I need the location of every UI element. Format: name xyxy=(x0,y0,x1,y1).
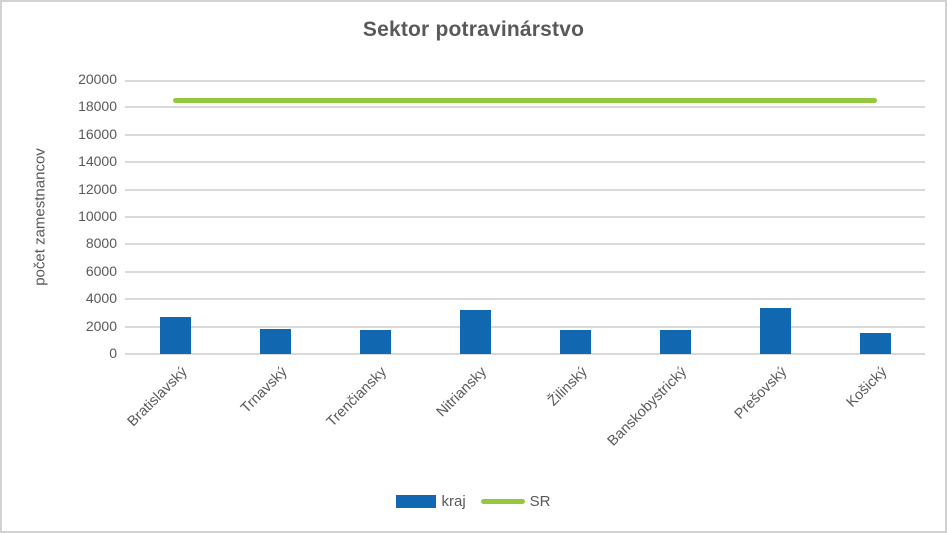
gridline xyxy=(125,243,925,246)
gridline xyxy=(125,161,925,164)
y-tick-label: 4000 xyxy=(85,290,117,307)
y-tick-label: 6000 xyxy=(85,262,117,279)
x-category-label: Košický xyxy=(843,364,891,411)
gridline xyxy=(125,216,925,218)
x-category-label: Trenčiansky xyxy=(324,364,391,431)
gridline xyxy=(125,188,925,191)
legend-item-sr: SR xyxy=(480,493,551,510)
legend-label-sr: SR xyxy=(529,493,551,510)
bar-nitriansky xyxy=(459,310,491,354)
gridline xyxy=(125,298,925,301)
x-category-label: Bratislavský xyxy=(124,364,191,431)
y-tick-label: 12000 xyxy=(78,180,117,197)
x-category-label: Prešovský xyxy=(731,364,791,423)
bar-banskobystrický xyxy=(659,330,691,354)
gridline xyxy=(125,133,925,136)
bar-prešovský xyxy=(759,308,791,354)
gridline xyxy=(125,353,925,355)
sr-reference-line xyxy=(173,98,877,104)
chart-title: Sektor potravinárstvo xyxy=(362,18,585,41)
y-tick-label: 8000 xyxy=(85,235,117,252)
bar-trenčiansky xyxy=(359,330,391,354)
legend-label-kraj: kraj xyxy=(441,493,466,510)
gridline xyxy=(125,325,925,328)
gridline xyxy=(125,270,925,273)
bar-žilinský xyxy=(559,330,591,354)
y-tick-label: 2000 xyxy=(85,317,117,334)
bar-bratislavský xyxy=(159,317,191,354)
x-category-label: Žilinský xyxy=(544,364,591,410)
plot-area xyxy=(125,80,925,355)
sr-series-swatch-icon xyxy=(480,499,525,504)
y-tick-label: 18000 xyxy=(78,98,117,115)
y-tick-label: 0 xyxy=(109,345,117,361)
legend-item-kraj: kraj xyxy=(396,493,466,510)
kraj-series-swatch-icon xyxy=(396,495,437,508)
x-category-label: Trnavský xyxy=(237,364,291,417)
y-tick-label: 10000 xyxy=(78,208,117,224)
y-tick-label: 16000 xyxy=(78,125,117,142)
x-category-label: Nitriansky xyxy=(433,364,491,421)
legend: kraj SR xyxy=(2,493,945,510)
x-category-label: Banskobystrický xyxy=(604,364,691,450)
bar-trnavský xyxy=(259,329,291,354)
gridline xyxy=(125,106,925,109)
y-tick-label: 14000 xyxy=(78,153,117,170)
gridline xyxy=(125,80,925,82)
bar-košický xyxy=(859,332,891,354)
y-tick-label: 20000 xyxy=(78,71,117,87)
